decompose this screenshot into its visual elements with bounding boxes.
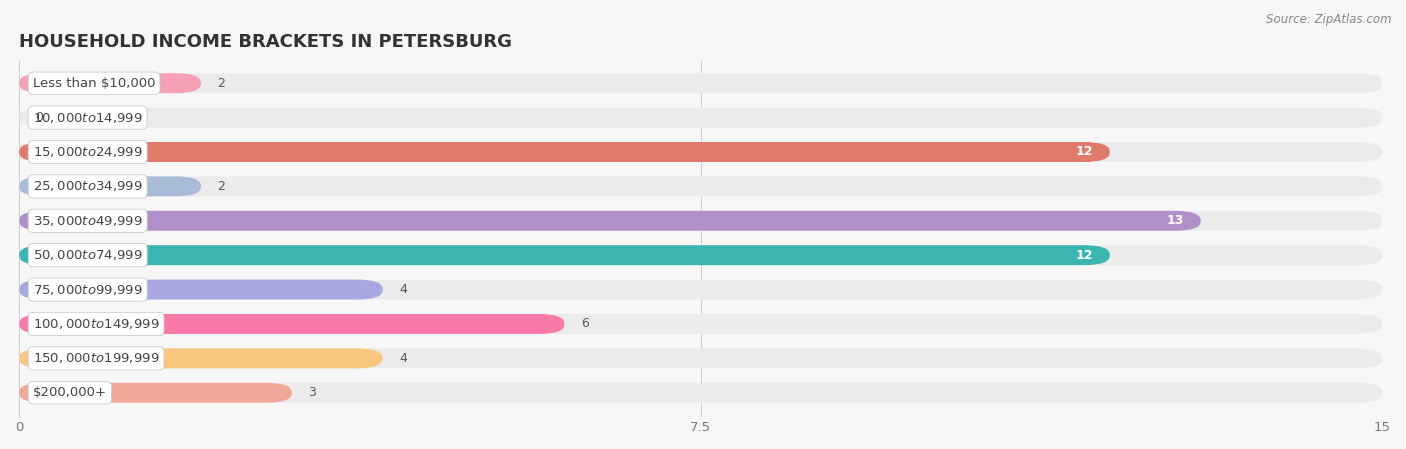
- Text: 12: 12: [1076, 249, 1094, 262]
- FancyBboxPatch shape: [20, 245, 1382, 265]
- Text: 2: 2: [218, 180, 225, 193]
- FancyBboxPatch shape: [20, 108, 1382, 128]
- Text: 2: 2: [218, 77, 225, 90]
- Text: $75,000 to $99,999: $75,000 to $99,999: [32, 282, 142, 297]
- Text: $100,000 to $149,999: $100,000 to $149,999: [32, 317, 159, 331]
- Text: $150,000 to $199,999: $150,000 to $199,999: [32, 352, 159, 365]
- Text: Source: ZipAtlas.com: Source: ZipAtlas.com: [1267, 13, 1392, 26]
- FancyBboxPatch shape: [20, 348, 382, 368]
- Text: $200,000+: $200,000+: [32, 386, 107, 399]
- FancyBboxPatch shape: [20, 211, 1201, 231]
- Text: 13: 13: [1167, 214, 1184, 227]
- FancyBboxPatch shape: [20, 142, 1109, 162]
- FancyBboxPatch shape: [20, 383, 1382, 403]
- Text: 0: 0: [35, 111, 44, 124]
- Text: 4: 4: [399, 352, 406, 365]
- Text: $25,000 to $34,999: $25,000 to $34,999: [32, 180, 142, 194]
- FancyBboxPatch shape: [20, 142, 1382, 162]
- FancyBboxPatch shape: [20, 314, 1382, 334]
- Text: $15,000 to $24,999: $15,000 to $24,999: [32, 145, 142, 159]
- FancyBboxPatch shape: [20, 176, 201, 196]
- Text: HOUSEHOLD INCOME BRACKETS IN PETERSBURG: HOUSEHOLD INCOME BRACKETS IN PETERSBURG: [20, 33, 512, 51]
- FancyBboxPatch shape: [20, 211, 1382, 231]
- Text: $10,000 to $14,999: $10,000 to $14,999: [32, 110, 142, 125]
- Text: 4: 4: [399, 283, 406, 296]
- Text: $50,000 to $74,999: $50,000 to $74,999: [32, 248, 142, 262]
- Text: $35,000 to $49,999: $35,000 to $49,999: [32, 214, 142, 228]
- Text: 12: 12: [1076, 145, 1094, 158]
- FancyBboxPatch shape: [20, 73, 201, 93]
- FancyBboxPatch shape: [20, 280, 382, 299]
- Text: 3: 3: [308, 386, 316, 399]
- Text: Less than $10,000: Less than $10,000: [32, 77, 155, 90]
- FancyBboxPatch shape: [20, 245, 1109, 265]
- FancyBboxPatch shape: [20, 73, 1382, 93]
- FancyBboxPatch shape: [20, 383, 292, 403]
- FancyBboxPatch shape: [20, 280, 1382, 299]
- FancyBboxPatch shape: [20, 348, 1382, 368]
- Text: 6: 6: [581, 317, 589, 330]
- FancyBboxPatch shape: [20, 314, 565, 334]
- FancyBboxPatch shape: [20, 176, 1382, 196]
